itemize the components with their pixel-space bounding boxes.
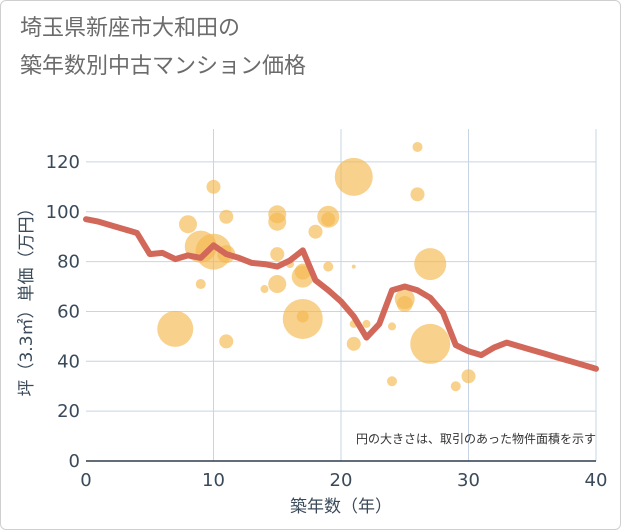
bubble-point: [351, 264, 356, 269]
bubble-point: [346, 336, 361, 351]
bubble-point: [321, 212, 336, 227]
bubble-point: [412, 141, 423, 152]
bubble-point: [270, 247, 285, 262]
bubble-point: [219, 209, 234, 224]
bubble-layer: [157, 141, 476, 392]
x-tick-labels: 0 10 20 30 40: [80, 470, 607, 491]
bubble-point: [323, 261, 334, 272]
bubble-point: [179, 215, 197, 234]
y-tick-label: 120: [46, 152, 80, 173]
x-tick-label: 0: [80, 470, 91, 491]
bubble-size-note: 円の大きさは、取引のあった物件面積を示す: [356, 431, 596, 446]
y-tick-label: 100: [46, 202, 80, 223]
bubble-point: [195, 279, 206, 290]
bubble-point: [308, 224, 323, 239]
bubble-point: [260, 285, 269, 294]
bubble-point: [206, 179, 221, 194]
bubble-point: [219, 334, 234, 349]
bubble-point: [414, 248, 447, 281]
y-tick-label: 80: [57, 252, 80, 273]
bubble-point: [268, 275, 287, 294]
bubble-point: [461, 369, 476, 384]
bubble-point: [410, 187, 425, 202]
bubble-point: [410, 323, 451, 364]
chart-title-line-1: 埼玉県新座市大和田の: [20, 16, 241, 41]
bubble-point: [362, 319, 371, 328]
bubble-point: [268, 212, 287, 231]
x-axis-label: 築年数（年）: [290, 497, 392, 517]
bubble-point: [157, 310, 194, 347]
chart-title-line-2: 築年数別中古マンション価格: [20, 54, 307, 79]
trend-line: [83, 216, 599, 372]
y-tick-labels: 0 20 40 60 80 100 120: [46, 152, 80, 472]
x-tick-label: 20: [330, 470, 353, 491]
x-tick-label: 40: [585, 470, 608, 491]
bubble-point: [387, 376, 397, 387]
bubble-point: [396, 295, 413, 312]
bubble-point: [334, 157, 373, 196]
y-tick-label: 40: [57, 351, 80, 372]
bubble-point: [291, 265, 314, 288]
x-tick-label: 10: [202, 470, 225, 491]
y-axis-label: 坪（3.3㎡）単価（万円）: [17, 199, 37, 396]
x-tick-label: 30: [457, 470, 480, 491]
y-tick-label: 20: [57, 401, 80, 422]
y-tick-label: 60: [57, 301, 80, 322]
bubble-point: [450, 381, 461, 392]
y-tick-label: 0: [69, 451, 80, 472]
bubble-point: [388, 322, 396, 331]
bubble-point: [296, 310, 309, 323]
